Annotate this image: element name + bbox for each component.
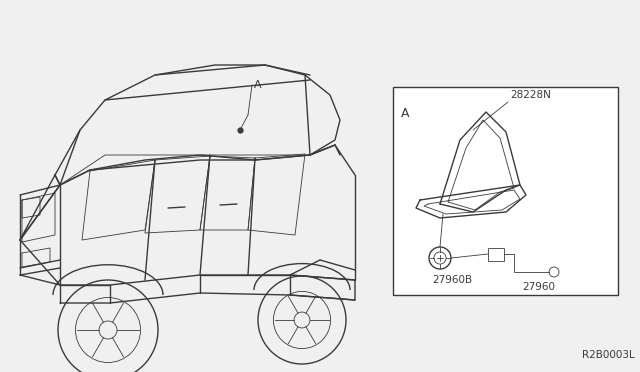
Text: R2B0003L: R2B0003L <box>582 350 635 360</box>
Text: 28228N: 28228N <box>510 90 551 100</box>
Bar <box>393 87 618 295</box>
Text: 27960B: 27960B <box>432 275 472 285</box>
Bar <box>393 87 618 295</box>
Bar <box>488 248 504 261</box>
Text: A: A <box>254 80 262 90</box>
Text: 27960: 27960 <box>522 282 555 292</box>
Text: A: A <box>401 107 410 120</box>
